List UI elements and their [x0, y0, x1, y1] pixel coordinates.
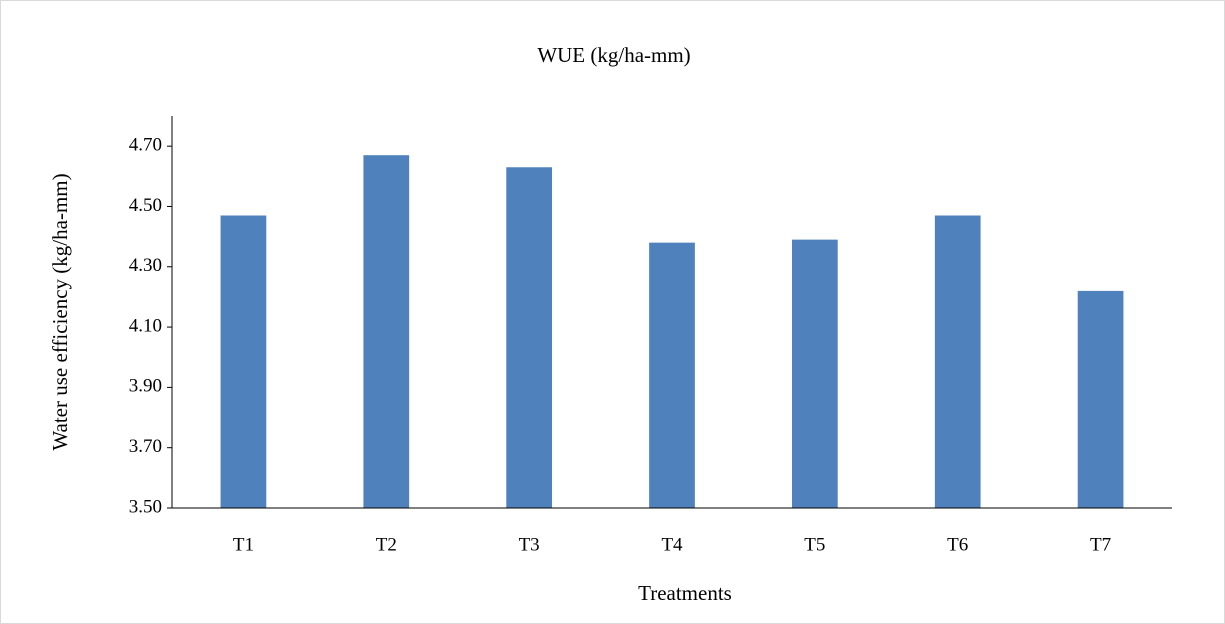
x-tick-label: T4: [661, 534, 683, 555]
y-tick-label: 4.70: [129, 135, 162, 156]
x-tick-label: T3: [519, 534, 540, 555]
y-tick-label: 4.50: [129, 195, 162, 216]
x-tick-label: T1: [233, 534, 254, 555]
bar: [220, 215, 267, 508]
x-tick-label: T2: [376, 534, 397, 555]
bar: [792, 239, 838, 508]
bar: [934, 215, 981, 508]
x-tick-label: T7: [1090, 534, 1111, 555]
y-tick-label: 3.90: [129, 376, 162, 397]
x-tick-label: T6: [947, 534, 968, 555]
chart-title: WUE (kg/ha-mm): [537, 43, 690, 67]
bar: [506, 167, 552, 508]
bar: [1077, 290, 1124, 508]
y-tick-label: 4.10: [129, 315, 162, 336]
bar: [363, 155, 410, 508]
x-axis-title: Treatments: [638, 581, 732, 605]
bar: [649, 242, 695, 508]
y-tick-label: 3.50: [129, 496, 162, 517]
y-axis-title: Water use efficiency (kg/ha-mm): [48, 173, 72, 450]
y-tick-label: 4.30: [129, 255, 162, 276]
y-tick-label: 3.70: [129, 436, 162, 457]
x-tick-label: T5: [804, 534, 825, 555]
